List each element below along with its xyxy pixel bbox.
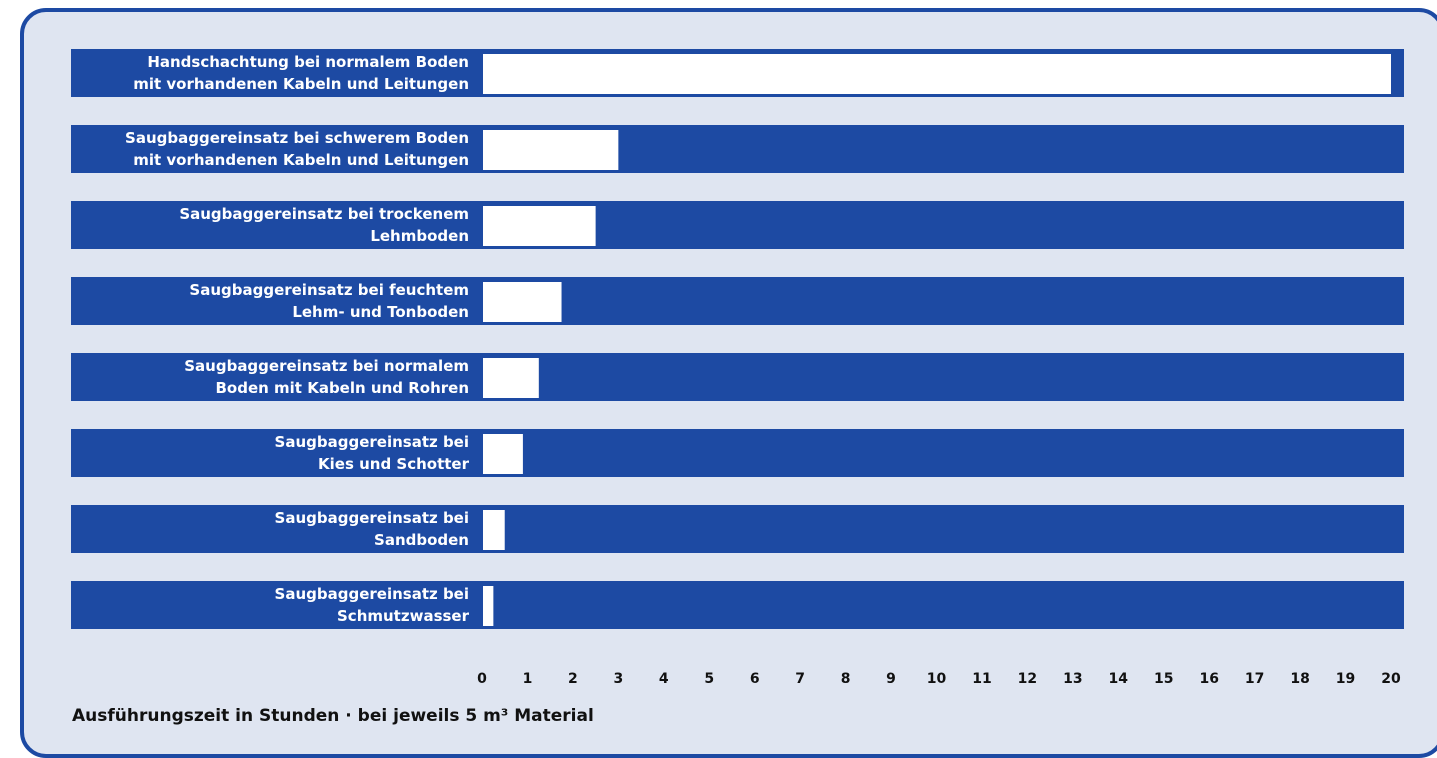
x-tick-label: 1 [523,671,533,687]
x-axis-label: Ausführungszeit in Stunden · bei jeweils… [72,706,594,726]
bar-row-background [71,429,1404,477]
category-label-line: Saugbaggereinsatz bei schwerem Boden [125,129,469,147]
bar-row-background [71,125,1404,173]
x-tick-label: 18 [1290,671,1309,687]
category-label: Saugbaggereinsatz bei trockenem Lehmboden [179,205,469,245]
bar [483,586,494,626]
category-label-line: Saugbaggereinsatz bei normalem [184,357,469,375]
x-tick-label: 13 [1063,671,1082,687]
bar-row-background [71,201,1404,249]
bar-row-background [71,277,1404,325]
bar [483,206,596,246]
category-label-line: mit vorhandenen Kabeln und Leitungen [133,151,469,169]
category-label-line: Kies und Schotter [318,455,470,473]
category-label: Handschachtung bei normalem Boden mit vor… [133,53,469,93]
bar [483,282,562,322]
bar [483,54,1391,94]
x-tick-label: 11 [972,671,991,687]
bar-row-background [71,505,1404,553]
x-tick-label: 9 [886,671,896,687]
x-tick-label: 19 [1336,671,1355,687]
x-tick-label: 8 [841,671,851,687]
x-tick-label: 12 [1018,671,1037,687]
category-label-line: Saugbaggereinsatz bei [275,433,469,451]
bar [483,130,619,170]
bar [483,434,523,474]
x-tick-label: 14 [1109,671,1129,687]
category-label: Saugbaggereinsatz bei Kies und Schotter [275,433,470,473]
category-label-line: Sandboden [374,531,469,549]
bar-row-background [71,353,1404,401]
category-label-line: Saugbaggereinsatz bei feuchtem [189,281,469,299]
bar-row-background [71,581,1404,629]
category-label: Saugbaggereinsatz bei normalem Boden mit … [184,357,469,397]
bar [483,358,539,398]
category-label: Saugbaggereinsatz bei Schmutzwasser [275,585,470,625]
x-tick-label: 2 [568,671,578,687]
category-label: Saugbaggereinsatz bei feuchtem Lehm- und … [189,281,469,321]
category-label: Saugbaggereinsatz bei Sandboden [275,509,469,549]
category-label-line: Boden mit Kabeln und Rohren [215,379,469,397]
x-tick-label: 15 [1154,671,1173,687]
x-tick-label: 0 [477,671,487,687]
category-label: Saugbaggereinsatz bei schwerem Boden mit … [125,129,469,169]
x-tick-label: 17 [1245,671,1264,687]
category-label-line: Lehm- und Tonboden [292,303,469,321]
x-tick-label: 7 [795,671,805,687]
category-label-line: Saugbaggereinsatz bei trockenem [179,205,469,223]
category-label-line: Handschachtung bei normalem Boden [147,53,469,71]
category-label-line: mit vorhandenen Kabeln und Leitungen [133,75,469,93]
x-tick-label: 20 [1381,671,1401,687]
x-tick-label: 4 [659,671,669,687]
bar [483,510,505,550]
category-label-line: Saugbaggereinsatz bei [275,585,469,603]
x-tick-label: 3 [613,671,623,687]
x-tick-label: 16 [1199,671,1218,687]
category-label-line: Lehmboden [370,227,469,245]
category-label-line: Saugbaggereinsatz bei [275,509,469,527]
x-tick-label: 5 [704,671,714,687]
x-tick-label: 6 [750,671,760,687]
x-tick-label: 10 [927,671,947,687]
category-label-line: Schmutzwasser [337,607,470,625]
